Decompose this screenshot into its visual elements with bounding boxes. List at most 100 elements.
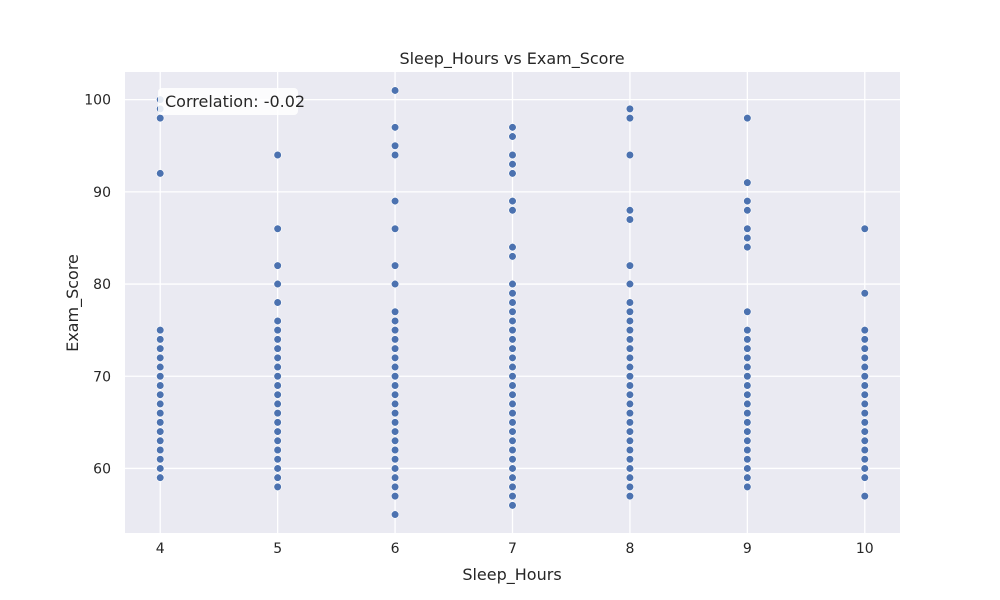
scatter-point: [508, 123, 517, 132]
scatter-point: [156, 455, 165, 464]
scatter-point: [743, 418, 752, 427]
scatter-point: [156, 113, 165, 123]
scatter-point: [156, 344, 165, 353]
scatter-point: [625, 372, 635, 381]
scatter-point: [860, 473, 869, 482]
scatter-point: [860, 409, 869, 418]
scatter-point: [508, 326, 517, 335]
x-tick-label: 6: [391, 541, 400, 557]
scatter-point: [508, 455, 517, 464]
scatter-point: [508, 427, 517, 436]
scatter-point: [273, 261, 282, 270]
scatter-point: [743, 473, 752, 482]
scatter-point: [860, 492, 869, 501]
scatter-point: [625, 362, 635, 372]
scatter-point: [743, 390, 752, 399]
scatter-point: [508, 492, 517, 501]
annotation-box: [158, 88, 298, 115]
scatter-point: [625, 464, 635, 473]
annotation-text: Correlation: -0.02: [165, 92, 305, 111]
scatter-point: [390, 344, 400, 353]
scatter-point: [156, 464, 165, 473]
scatter-point: [743, 224, 752, 233]
scatter-point: [273, 353, 282, 362]
scatter-point: [508, 307, 517, 316]
scatter-point: [156, 436, 165, 445]
scatter-point: [743, 113, 752, 123]
scatter-point: [625, 215, 635, 224]
scatter-point: [273, 362, 282, 372]
scatter-point: [273, 390, 282, 399]
x-tick-label: 8: [625, 541, 634, 557]
scatter-point: [625, 104, 635, 113]
scatter-point: [508, 409, 517, 418]
scatter-point: [743, 353, 752, 362]
scatter-point: [508, 362, 517, 372]
scatter-point: [625, 381, 635, 390]
scatter-point: [508, 316, 517, 326]
x-axis-label: Sleep_Hours: [462, 565, 561, 585]
scatter-point: [508, 482, 517, 492]
scatter-point: [625, 150, 635, 160]
scatter-point: [625, 298, 635, 307]
scatter-point: [508, 279, 517, 289]
scatter-point: [273, 381, 282, 390]
scatter-point: [625, 409, 635, 418]
scatter-point: [508, 390, 517, 399]
scatter-point: [743, 399, 752, 409]
scatter-point: [743, 445, 752, 455]
scatter-point: [743, 196, 752, 206]
scatter-point: [625, 455, 635, 464]
scatter-point: [860, 289, 869, 298]
scatter-point: [273, 436, 282, 445]
scatter-point: [743, 362, 752, 372]
y-tick-label: 90: [93, 185, 111, 201]
scatter-point: [390, 326, 400, 335]
scatter-point: [743, 243, 752, 252]
scatter-point: [508, 206, 517, 215]
scatter-point: [625, 473, 635, 482]
scatter-point: [273, 150, 282, 160]
scatter-point: [625, 427, 635, 436]
chart-title: Sleep_Hours vs Exam_Score: [399, 49, 624, 69]
scatter-point: [156, 418, 165, 427]
scatter-point: [743, 427, 752, 436]
scatter-point: [860, 326, 869, 335]
scatter-point: [743, 326, 752, 335]
scatter-point: [860, 445, 869, 455]
scatter-point: [390, 381, 400, 390]
scatter-point: [508, 445, 517, 455]
scatter-point: [508, 436, 517, 445]
scatter-point: [625, 482, 635, 492]
scatter-point: [156, 427, 165, 436]
scatter-point: [508, 335, 517, 344]
scatter-point: [625, 492, 635, 501]
scatter-point: [273, 399, 282, 409]
x-tick-label: 10: [856, 541, 874, 557]
scatter-point: [273, 409, 282, 418]
scatter-point: [625, 344, 635, 353]
scatter-point: [860, 390, 869, 399]
scatter-point: [390, 436, 400, 445]
scatter-point: [508, 353, 517, 362]
scatter-point: [273, 326, 282, 335]
scatter-point: [273, 316, 282, 326]
scatter-point: [390, 473, 400, 482]
scatter-point: [273, 464, 282, 473]
scatter-point: [860, 381, 869, 390]
scatter-point: [860, 362, 869, 372]
scatter-point: [625, 335, 635, 344]
scatter-point: [860, 436, 869, 445]
y-tick-label: 70: [93, 369, 111, 385]
scatter-point: [273, 445, 282, 455]
scatter-point: [860, 372, 869, 381]
scatter-point: [390, 362, 400, 372]
scatter-point: [743, 307, 752, 316]
scatter-point: [508, 252, 517, 261]
scatter-point: [625, 418, 635, 427]
scatter-point: [273, 418, 282, 427]
y-tick-label: 80: [93, 277, 111, 293]
scatter-point: [743, 344, 752, 353]
scatter-point: [743, 335, 752, 344]
x-tick-label: 7: [508, 541, 517, 557]
